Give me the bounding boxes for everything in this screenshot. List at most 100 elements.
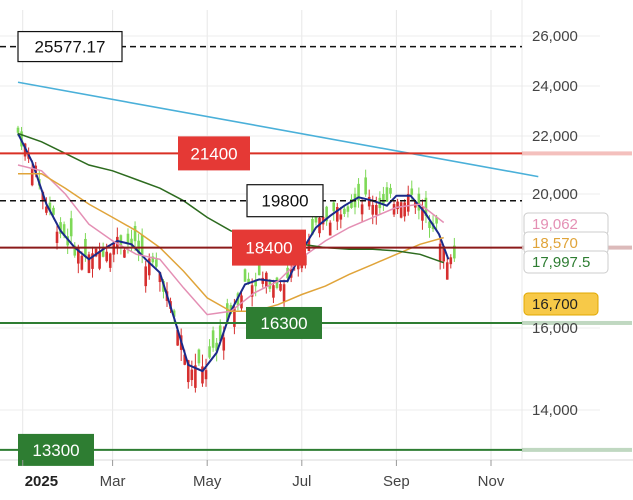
- candle-body: [445, 262, 449, 280]
- candle-body: [282, 284, 286, 302]
- candle-body: [367, 196, 371, 207]
- trendline-line: [17, 81, 539, 178]
- candle-body: [204, 370, 208, 380]
- candle-body: [346, 206, 350, 212]
- candle-body: [55, 231, 59, 243]
- x-tick-label: Nov: [478, 473, 505, 490]
- level-label-box: [17, 30, 123, 63]
- level-label: 19800: [261, 192, 308, 211]
- candle-body: [73, 245, 77, 256]
- candle-body: [94, 248, 98, 257]
- candle-body: [392, 204, 396, 215]
- price-badge: [523, 292, 599, 316]
- y-tick-label: 14,000: [532, 402, 578, 419]
- candle-body: [151, 256, 155, 263]
- candle-body: [435, 217, 438, 224]
- candle-body: [279, 283, 282, 291]
- candle-body: [250, 285, 254, 297]
- y-tick-label: 24,000: [532, 78, 578, 95]
- candle-body: [421, 206, 424, 221]
- candle-body: [364, 177, 367, 195]
- candle-body: [233, 307, 236, 327]
- candle-body: [417, 193, 421, 211]
- candle-body: [374, 205, 378, 215]
- candle-body: [101, 247, 105, 257]
- candle-body: [403, 202, 406, 217]
- candle-body: [108, 253, 112, 268]
- candle-body: [66, 236, 69, 246]
- candle-body: [360, 204, 364, 215]
- candle-body: [438, 243, 442, 262]
- candle-body: [339, 214, 343, 220]
- series-line: [17, 132, 444, 264]
- candle-body: [105, 251, 108, 262]
- candle-body: [190, 369, 194, 381]
- candle-body: [328, 222, 332, 236]
- series-line: [17, 133, 450, 373]
- level-label-box: [246, 184, 324, 218]
- price-badge-label: 16,700: [532, 296, 578, 313]
- y-tick-label: 22,000: [532, 128, 578, 145]
- level-label-box: [18, 433, 94, 466]
- candle-body: [62, 224, 66, 236]
- candle-body: [396, 201, 399, 210]
- candle-body: [254, 281, 257, 287]
- candle-body: [201, 366, 204, 384]
- level-label-box: [178, 136, 250, 171]
- level-label-box: [246, 306, 322, 339]
- candle-body: [222, 337, 226, 351]
- candle-body: [257, 261, 261, 276]
- candle-body: [197, 349, 201, 364]
- candle-body: [112, 243, 116, 255]
- candle-body: [211, 330, 215, 348]
- candle-body: [453, 245, 456, 259]
- candle-body: [133, 225, 137, 242]
- candle-body: [325, 206, 328, 222]
- x-tick-label: Sep: [383, 473, 410, 490]
- candle-body: [144, 266, 148, 287]
- candle-body: [123, 249, 126, 258]
- level-label-box: [232, 229, 306, 266]
- candle-body: [16, 127, 20, 133]
- candle-body: [158, 272, 162, 283]
- candle-body: [311, 218, 314, 235]
- y-axis: 26,000 24,000 22,000 20,000 16,000 14,000: [532, 28, 578, 419]
- candle-body: [45, 206, 48, 213]
- candle-body: [357, 183, 360, 201]
- candle-body: [343, 208, 346, 214]
- candle-body: [172, 310, 176, 317]
- y-tick-label: 16,000: [532, 320, 578, 337]
- candle-body: [140, 234, 144, 255]
- level-extension: [522, 151, 632, 156]
- candle-body: [382, 193, 385, 204]
- candle-body: [91, 253, 94, 269]
- x-tick-label: May: [193, 473, 222, 490]
- candle-body: [77, 247, 80, 264]
- candle-body: [371, 204, 375, 215]
- level-label: 13300: [32, 441, 79, 460]
- price-badge-label: 19,062: [532, 216, 578, 233]
- candle-body: [350, 199, 353, 208]
- x-tick-label: 2025: [25, 473, 58, 490]
- y-tick-label: 26,000: [532, 28, 578, 45]
- right-price-badges: 19,062 18,570 17,997.5 16,700: [523, 212, 609, 316]
- candle-body: [449, 257, 453, 265]
- trendline: [17, 81, 539, 178]
- candle-body: [194, 365, 197, 388]
- candle-body: [410, 188, 414, 195]
- price-badge-label: 18,570: [532, 235, 578, 252]
- candle-body: [261, 277, 265, 284]
- candle-body: [59, 222, 62, 234]
- level-label: 18400: [245, 239, 292, 258]
- candle-body: [186, 360, 190, 383]
- level-label: 16300: [260, 314, 307, 333]
- candle-body: [272, 285, 275, 298]
- candle-body: [286, 267, 289, 279]
- candle-body: [406, 193, 410, 212]
- price-badge-label: 17,997.5: [532, 254, 590, 271]
- candle-body: [52, 207, 55, 215]
- candle-body: [247, 278, 250, 284]
- candle-body: [69, 218, 73, 237]
- x-tick-label: Jul: [292, 473, 311, 490]
